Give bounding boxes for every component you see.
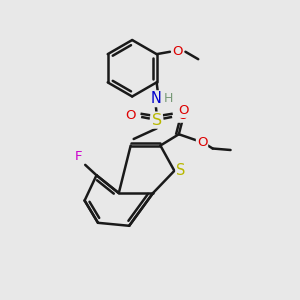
Text: O: O — [197, 136, 207, 149]
Text: F: F — [75, 150, 82, 163]
Text: O: O — [178, 104, 189, 117]
Text: O: O — [178, 109, 188, 122]
Text: S: S — [176, 163, 186, 178]
Text: S: S — [152, 112, 162, 128]
Text: O: O — [125, 109, 136, 122]
Text: H: H — [164, 92, 173, 105]
Text: O: O — [172, 45, 183, 58]
Text: N: N — [150, 91, 161, 106]
